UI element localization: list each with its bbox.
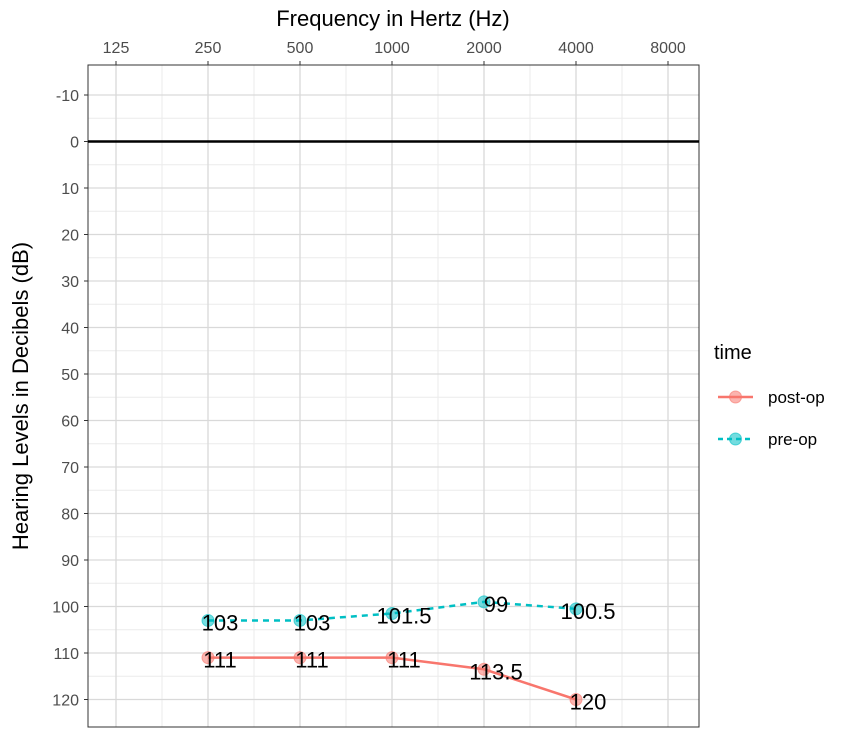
x-tick-label: 2000 — [466, 40, 502, 57]
y-tick-label: 20 — [61, 228, 79, 245]
data-point-post-op — [477, 662, 491, 676]
data-label-pre-op: 99 — [484, 592, 508, 617]
plot-panel-border — [87, 64, 700, 728]
data-point-pre-op — [293, 613, 307, 627]
legend-key-point-post-op — [729, 390, 742, 404]
legend: time post-op pre-op — [714, 342, 825, 449]
data-label-post-op: 113.5 — [469, 659, 522, 684]
y-tick-label: 120 — [52, 693, 79, 710]
y-tick-label: 60 — [61, 414, 79, 431]
legend-title: time — [714, 342, 752, 364]
legend-label-post-op: post-op — [768, 388, 825, 407]
data-point-pre-op — [201, 613, 215, 627]
x-axis-title: Frequency in Hertz (Hz) — [276, 6, 510, 31]
data-label-pre-op: 100.5 — [560, 599, 615, 624]
data-label-post-op: 111 — [387, 648, 420, 673]
y-tick-label: -10 — [56, 88, 79, 105]
x-tick-label: 250 — [195, 40, 222, 57]
series-layer: 111 111 111 113.5 120 103 103 101.5 99 100.5 — [201, 592, 616, 715]
data-point-pre-op — [569, 602, 583, 616]
data-point-post-op — [293, 651, 307, 665]
x-axis-ticks: 125 250 500 1000 2000 4000 8000 — [103, 40, 686, 65]
x-tick-label: 8000 — [650, 40, 686, 57]
y-tick-label: 40 — [61, 321, 79, 338]
y-tick-label: 80 — [61, 507, 79, 524]
y-axis-title: Hearing Levels in Decibels (dB) — [8, 242, 33, 550]
data-point-pre-op — [477, 595, 491, 609]
data-label-pre-op: 103 — [202, 610, 239, 635]
y-tick-label: 10 — [61, 181, 79, 198]
x-tick-label: 4000 — [558, 40, 594, 57]
data-label-post-op: 111 — [203, 648, 236, 673]
data-label-pre-op: 101.5 — [376, 603, 431, 628]
legend-label-pre-op: pre-op — [768, 430, 817, 449]
y-tick-label: 30 — [61, 274, 79, 291]
y-tick-label: 100 — [52, 600, 79, 617]
y-tick-label: 50 — [61, 367, 79, 384]
data-label-post-op: 120 — [570, 690, 607, 715]
x-tick-label: 500 — [287, 40, 314, 57]
data-label-post-op: 111 — [295, 648, 328, 673]
y-axis-ticks: -10 0 10 20 30 40 50 60 70 80 90 100 110 120 — [52, 88, 88, 710]
y-tick-label: 70 — [61, 460, 79, 477]
y-tick-label: 0 — [70, 135, 79, 152]
data-point-post-op — [569, 693, 583, 706]
y-tick-label: 90 — [61, 553, 79, 570]
legend-key-point-pre-op — [729, 432, 742, 446]
x-tick-label: 125 — [103, 40, 130, 57]
data-label-pre-op: 103 — [294, 610, 331, 635]
y-tick-label: 110 — [53, 646, 79, 663]
x-tick-label: 1000 — [374, 40, 410, 57]
data-point-post-op — [385, 651, 399, 665]
data-point-post-op — [201, 651, 215, 665]
data-point-pre-op — [385, 606, 399, 620]
